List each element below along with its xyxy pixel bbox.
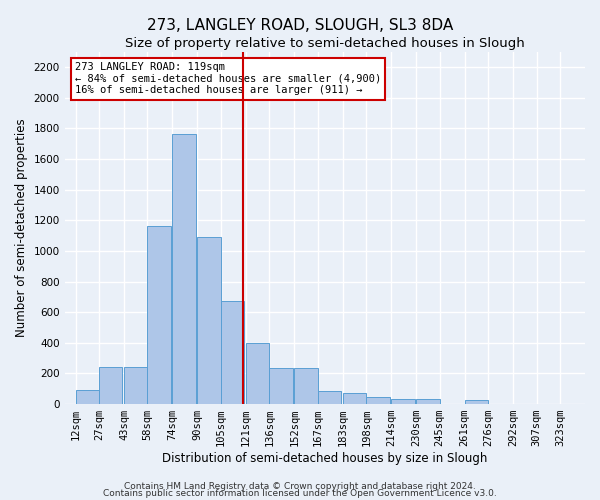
Text: Contains public sector information licensed under the Open Government Licence v3: Contains public sector information licen… bbox=[103, 489, 497, 498]
Text: 273 LANGLEY ROAD: 119sqm
← 84% of semi-detached houses are smaller (4,900)
16% o: 273 LANGLEY ROAD: 119sqm ← 84% of semi-d… bbox=[75, 62, 382, 96]
Bar bbox=[172, 134, 196, 404]
Bar bbox=[464, 400, 488, 404]
Bar bbox=[416, 400, 440, 404]
Bar bbox=[295, 368, 318, 404]
Bar bbox=[197, 237, 221, 404]
Text: Contains HM Land Registry data © Crown copyright and database right 2024.: Contains HM Land Registry data © Crown c… bbox=[124, 482, 476, 491]
Bar bbox=[366, 397, 389, 404]
Bar bbox=[318, 391, 341, 404]
Title: Size of property relative to semi-detached houses in Slough: Size of property relative to semi-detach… bbox=[125, 38, 525, 51]
Bar bbox=[76, 390, 99, 404]
X-axis label: Distribution of semi-detached houses by size in Slough: Distribution of semi-detached houses by … bbox=[162, 452, 488, 465]
Bar bbox=[148, 226, 171, 404]
Bar bbox=[343, 394, 366, 404]
Bar bbox=[246, 343, 269, 404]
Bar bbox=[269, 368, 293, 404]
Bar bbox=[124, 366, 148, 404]
Text: 273, LANGLEY ROAD, SLOUGH, SL3 8DA: 273, LANGLEY ROAD, SLOUGH, SL3 8DA bbox=[147, 18, 453, 32]
Y-axis label: Number of semi-detached properties: Number of semi-detached properties bbox=[15, 118, 28, 337]
Bar bbox=[391, 398, 415, 404]
Bar bbox=[99, 366, 122, 404]
Bar bbox=[221, 302, 244, 404]
